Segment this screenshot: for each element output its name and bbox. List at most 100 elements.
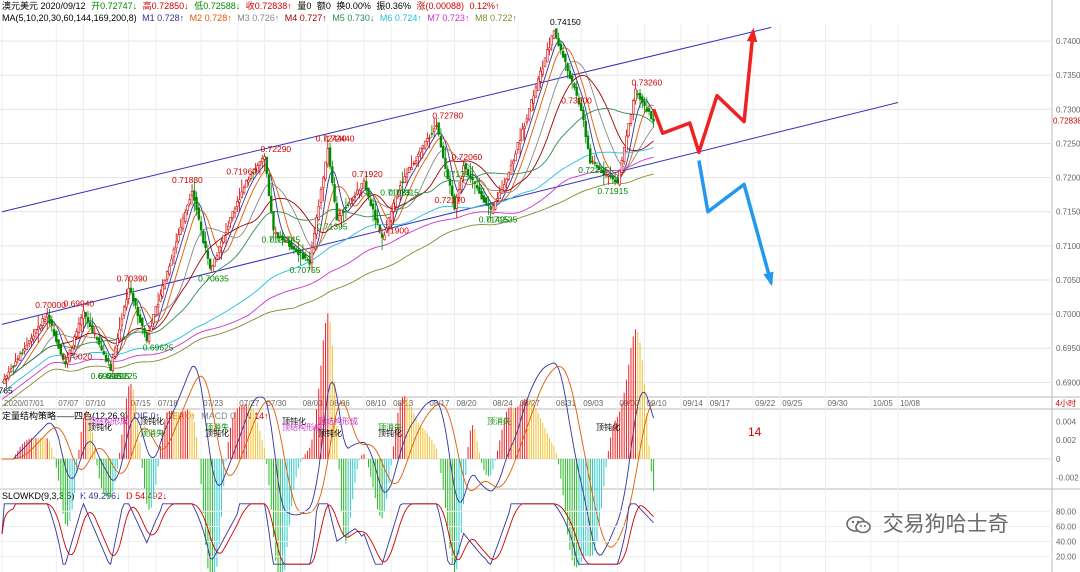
macd-tick-label: 0.002: [1056, 436, 1077, 445]
candle-body: [165, 271, 169, 280]
candle-body: [77, 323, 81, 333]
price-header: 澳元美元 2020/09/12 开0.72747↓ 高0.72850↓ 低0.7…: [2, 1, 503, 12]
candle-body: [394, 196, 397, 207]
macd-item-macd: MACD 0↓: [201, 411, 240, 421]
candle-body: [645, 108, 649, 112]
candle-body: [61, 354, 65, 360]
candle-body: [322, 177, 325, 189]
header-item-turnover: 换0.00%: [336, 1, 371, 11]
candle-body: [401, 181, 404, 184]
candle-body: [238, 199, 241, 203]
price-tick-label: 0.7150: [1056, 208, 1080, 217]
watermark: 交易狗哈士奇: [846, 508, 1009, 538]
candle-body: [102, 351, 106, 355]
candle-body: [650, 111, 653, 120]
candle-body: [598, 166, 601, 171]
candle-body: [618, 170, 621, 186]
candle-body: [251, 171, 255, 174]
candle-body: [548, 47, 551, 51]
candle-body: [236, 201, 239, 208]
candle-body: [150, 326, 153, 332]
ma-line-m1: [1, 40, 654, 383]
candle-body: [593, 162, 596, 165]
candle-body: [263, 156, 266, 160]
date-tick-label: 07/07: [58, 399, 79, 408]
ma-item-m8: M8 0.722↑: [474, 13, 517, 23]
macd-annotation: 顶钝化: [282, 416, 306, 426]
candle-body: [586, 135, 590, 149]
date-tick-label: 09/07: [619, 399, 640, 408]
candle-body: [346, 204, 350, 206]
ma-line-m6: [1, 147, 654, 393]
candle-body: [419, 147, 422, 153]
price-tick-label: 0.7100: [1056, 242, 1080, 251]
candle-body: [564, 54, 567, 63]
candle-body: [68, 349, 72, 362]
candle-body: [66, 357, 69, 364]
price-annotation: 0.71960: [226, 166, 257, 176]
candle-body: [199, 221, 203, 231]
macd-annotation: 顶结构形成: [318, 416, 358, 426]
candle-body: [34, 328, 38, 334]
price-annotation: 0.72060: [452, 152, 483, 162]
candle-body: [582, 109, 585, 121]
candle-body: [487, 203, 490, 206]
candle-body: [609, 175, 612, 178]
candle-body: [351, 198, 354, 201]
price-annotation: 0.70020: [61, 351, 92, 361]
candle-body: [380, 233, 384, 238]
candle-body: [292, 245, 296, 250]
date-tick-label: 2020/07/01: [4, 399, 45, 408]
candle-body: [229, 216, 232, 224]
ma-item-m6: M6 0.724↑: [379, 13, 422, 23]
candle-body: [441, 146, 445, 159]
price-annotation: 0.69940: [63, 299, 94, 309]
candle-body: [534, 86, 538, 98]
kd-d-line: [1, 503, 654, 565]
candle-body: [611, 175, 615, 180]
candle-body: [46, 313, 49, 318]
candle-body: [313, 233, 316, 248]
candle-body: [408, 167, 411, 173]
candle-body: [622, 146, 626, 162]
candle-body: [211, 265, 214, 273]
candle-body: [403, 176, 406, 183]
candle-body: [512, 160, 515, 165]
macd-annotation: 顶钝化: [378, 428, 402, 438]
price-annotation: 0.69205: [99, 371, 130, 381]
date-tick-label: 09/30: [828, 399, 849, 408]
channel-upper-line: [1, 26, 772, 213]
date-tick-label: 10/05: [873, 399, 894, 408]
candle-body: [18, 353, 22, 361]
candle-body: [546, 49, 549, 63]
candle-body: [376, 218, 379, 224]
timeframe-label[interactable]: 4小时: [1055, 399, 1076, 408]
candle-body: [523, 125, 526, 130]
candle-body: [607, 174, 610, 177]
candle-body: [288, 240, 291, 247]
price-annotation: 0.71920: [352, 169, 383, 179]
macd-item-dif: DIF 0↑: [133, 411, 161, 421]
candle-body: [233, 207, 237, 214]
candle-body: [93, 332, 96, 335]
candle-body: [82, 310, 85, 319]
candle-body: [491, 205, 495, 215]
header-item-low: 低0.72588↓: [194, 1, 241, 11]
candle-body: [387, 217, 391, 227]
candle-body: [256, 165, 259, 172]
candle-body: [141, 317, 144, 327]
candle-body: [389, 211, 393, 221]
candle-body: [118, 329, 121, 341]
candle-body: [188, 199, 191, 205]
candle-body: [410, 167, 413, 170]
candle-body: [570, 76, 574, 82]
candle-body: [265, 156, 268, 174]
candle-body: [521, 128, 524, 141]
symbol-date: 澳元美元 2020/09/12: [2, 1, 86, 11]
header-item-amount: 额0: [316, 1, 331, 11]
candle-body: [541, 68, 544, 75]
candle-body: [543, 57, 547, 68]
candle-body: [159, 294, 162, 302]
candle-body: [107, 358, 110, 362]
candle-body: [14, 361, 17, 367]
